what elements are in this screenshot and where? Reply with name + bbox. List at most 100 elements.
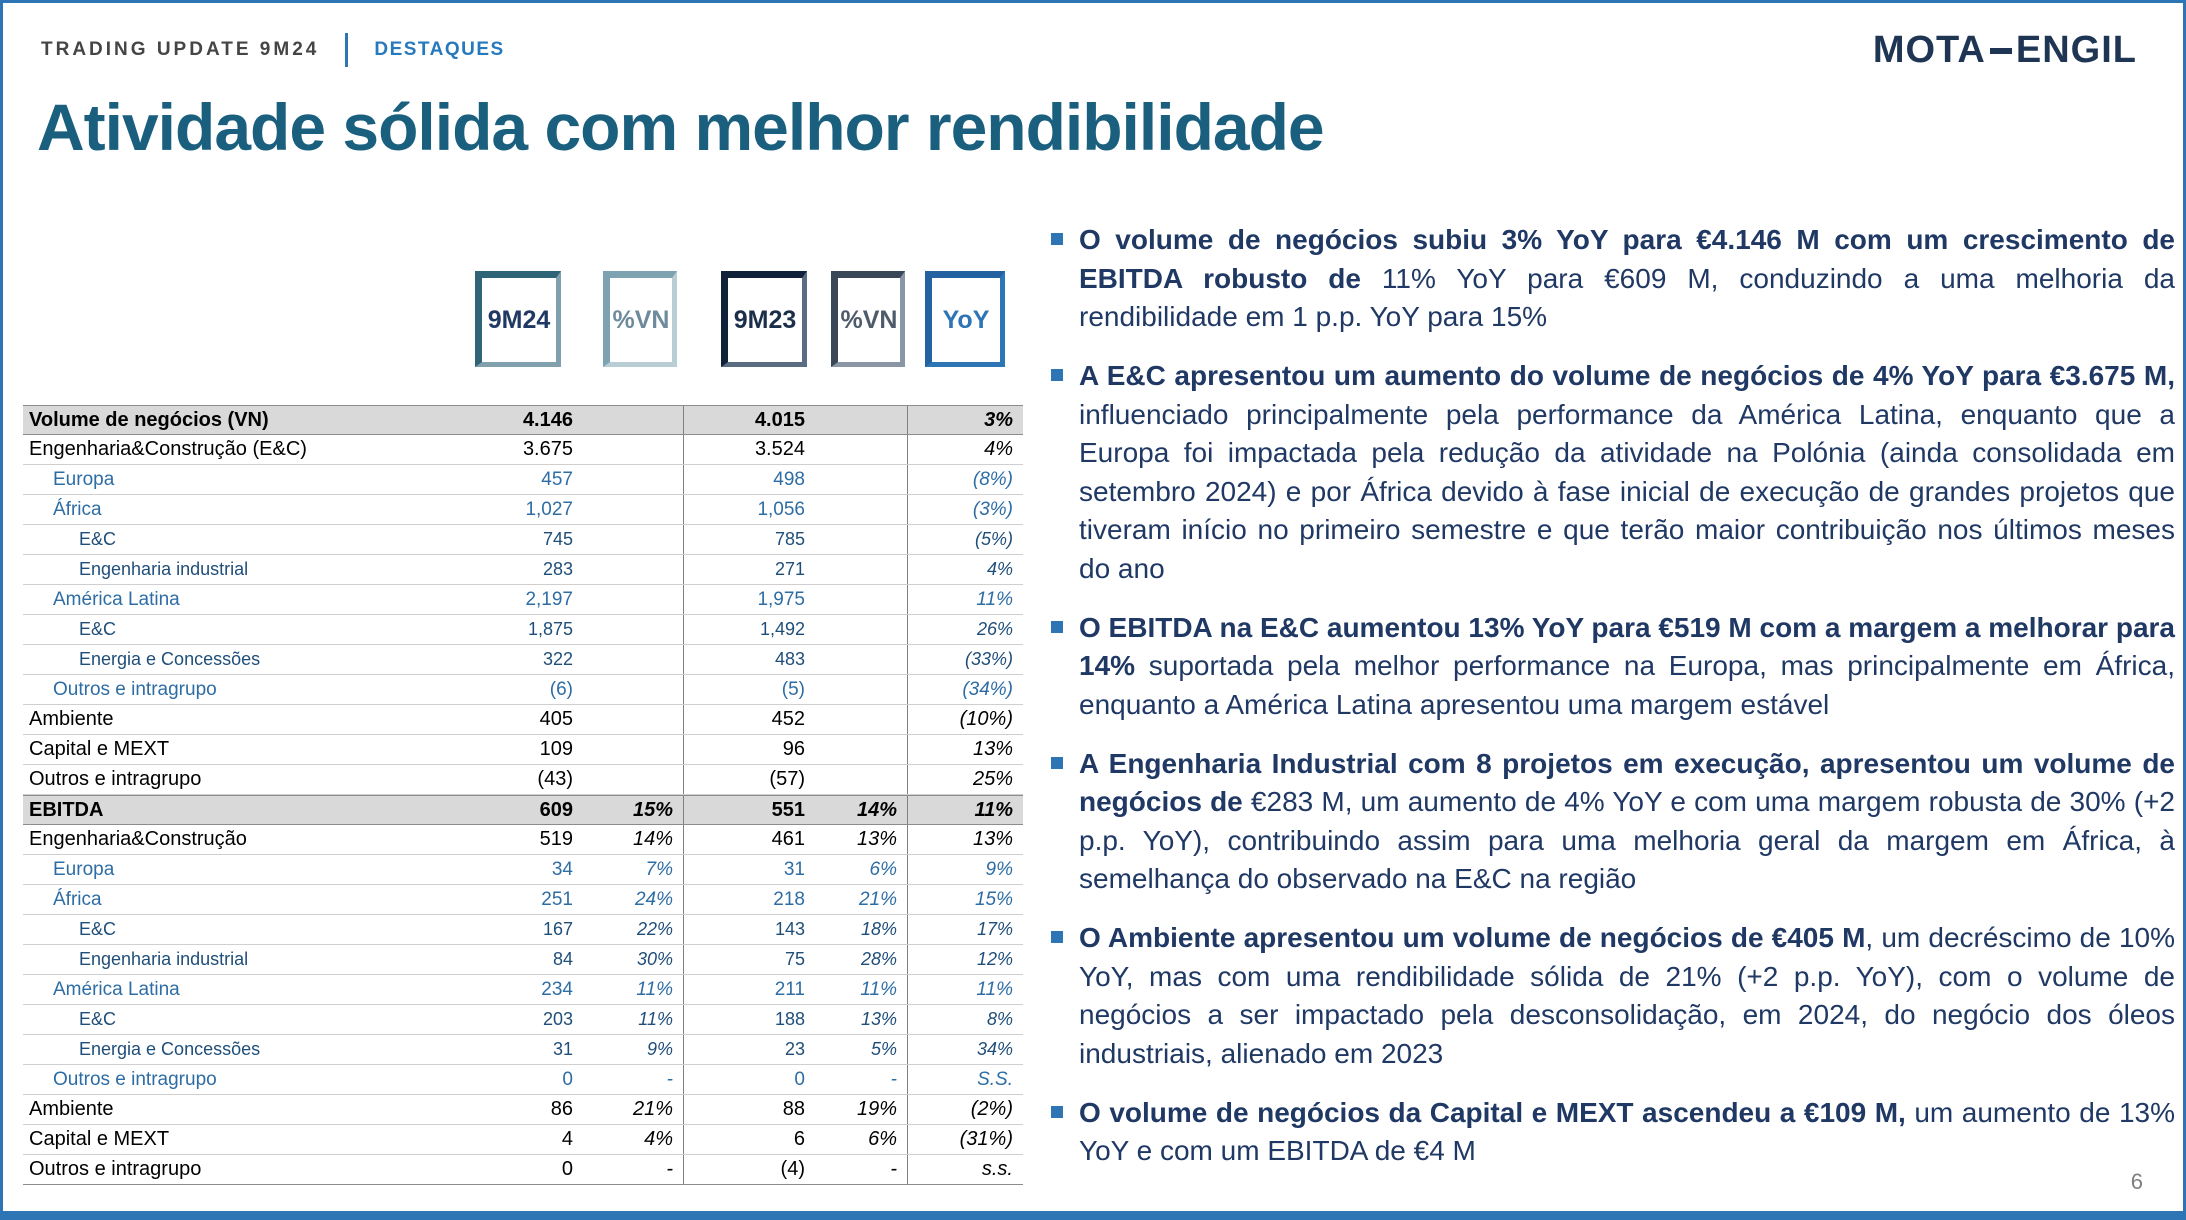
bullet-text-bold: A E&C apresentou um aumento do volume de… — [1079, 359, 2175, 391]
cell-label: África — [53, 888, 102, 910]
cell-label: Ambiente — [29, 1098, 114, 1120]
cell-p23: 6% — [868, 1128, 897, 1150]
table-row: Engenharia industrial 283 271 4% — [23, 555, 1023, 585]
cell-p23 — [815, 765, 907, 794]
cell-yoy: 4% — [907, 555, 1023, 584]
bullet-text: O EBITDA na E&C aumentou 13% YoY para €5… — [1079, 609, 2175, 725]
bullet-square-icon — [1051, 233, 1063, 245]
bullet-item: O EBITDA na E&C aumentou 13% YoY para €5… — [1051, 609, 2175, 725]
bullet-square-icon — [1051, 756, 1063, 769]
cell-yoy: 12% — [907, 945, 1023, 974]
table-row: América Latina 2,197 1,975 11% — [23, 585, 1023, 615]
bullet-square-icon — [1051, 931, 1063, 943]
cell-v23: 218 — [683, 885, 815, 914]
cell-label: América Latina — [53, 588, 180, 610]
cell-yoy: 3% — [907, 406, 1023, 434]
bullet-text: A Engenharia Industrial com 8 projetos e… — [1079, 745, 2175, 900]
bullet-square-icon — [1051, 620, 1063, 633]
cell-v23: 452 — [683, 705, 815, 734]
cell-p24: - — [666, 1068, 673, 1090]
cell-p23: - — [890, 1158, 897, 1180]
cell-v23: 483 — [683, 645, 815, 674]
cell-p24: 14% — [632, 828, 673, 850]
cell-v23: (57) — [683, 765, 815, 794]
cell-p24 — [583, 465, 683, 494]
cell-yoy: 17% — [907, 915, 1023, 944]
cell-label: Energia e Concessões — [79, 1039, 261, 1059]
cell-yoy: 34% — [907, 1035, 1023, 1064]
cell-v23: 96 — [683, 735, 815, 764]
cell-label: África — [53, 498, 102, 520]
cell-p24 — [583, 495, 683, 524]
cell-p23 — [815, 735, 907, 764]
cell-v24: 0 — [561, 1158, 573, 1180]
cell-p24: 11% — [636, 978, 673, 1000]
cell-v24: 251 — [541, 888, 573, 910]
cell-label: Engenharia&Construção (E&C) — [29, 438, 307, 460]
cell-v23: 498 — [683, 465, 815, 494]
table-row: Outros e intragrupo 0- (4) - s.s. — [23, 1155, 1023, 1185]
cell-p24: 9% — [646, 1039, 673, 1059]
table-row: Ambiente 86 21% 88 19% (2%) — [23, 1095, 1023, 1125]
bullet-square-icon — [1051, 1105, 1063, 1118]
cell-yoy: (10%) — [907, 705, 1023, 734]
page-title: Atividade sólida com melhor rendibilidad… — [37, 90, 1325, 164]
table-row: Engenharia industrial 84 30% 75 28% 12% — [23, 945, 1023, 975]
cell-yoy: (31%) — [907, 1125, 1023, 1154]
cell-v23: (5) — [683, 675, 815, 704]
header-divider — [345, 33, 349, 67]
cell-label: Engenharia industrial — [79, 949, 249, 969]
cell-p24: 21% — [632, 1098, 673, 1120]
cell-v23: 75 — [683, 945, 815, 974]
cell-v24: 34 — [551, 858, 573, 880]
cell-yoy: (5%) — [907, 525, 1023, 554]
table-row: Outros e intragrupo 0-0- S.S. — [23, 1065, 1023, 1095]
cell-yoy: (3%) — [907, 495, 1023, 524]
cell-p23 — [815, 465, 907, 494]
cell-v24: 3.675 — [522, 438, 573, 460]
cell-label: Engenharia industrial — [79, 559, 249, 579]
cell-p24 — [583, 645, 683, 674]
cell-v24: 167 — [542, 919, 573, 939]
cell-p24: 11% — [638, 1009, 673, 1029]
column-box-9m24: 9M24 — [475, 271, 561, 367]
bullet-text: O Ambiente apresentou um volume de negóc… — [1079, 919, 2175, 1074]
cell-label: Capital e MEXT — [29, 1128, 170, 1150]
cell-p23: 5% — [870, 1039, 897, 1059]
cell-label: Volume de negócios (VN) — [29, 408, 269, 431]
cell-p23: 18% — [860, 919, 897, 939]
cell-p23 — [815, 435, 907, 464]
cell-v24: 519 — [539, 828, 573, 850]
cell-v23: 785 — [683, 525, 815, 554]
cell-yoy: 13% — [907, 735, 1023, 764]
cell-p24 — [583, 735, 683, 764]
cell-p24 — [583, 406, 683, 434]
table-row: E&C 1,875 1,492 26% — [23, 615, 1023, 645]
cell-p24: 22% — [636, 919, 673, 939]
cell-v23: 0 — [683, 1065, 815, 1094]
bullet-text-bold: O volume de negócios subiu 3% YoY para €… — [1079, 224, 2175, 294]
bullet-text: O volume de negócios subiu 3% YoY para €… — [1079, 221, 2175, 337]
bullet-item: O volume de negócios da Capital e MEXT a… — [1051, 1094, 2175, 1171]
table-row: Outros e intragrupo (6) (5) (34%) — [23, 675, 1023, 705]
column-box-pvn-2: %VN — [831, 271, 905, 367]
mota-engil-logo: MOTA ENGIL — [1873, 29, 2137, 72]
cell-yoy: 15% — [907, 885, 1023, 914]
table-row: E&C 167 22% 143 18% 17% — [23, 915, 1023, 945]
cell-v24: 0 — [562, 1068, 573, 1090]
bullet-text-bold: O Ambiente apresentou um volume de negóc… — [1079, 922, 1866, 953]
cell-label: Engenharia&Construção — [29, 828, 247, 850]
table-row: Energia e Concessões 31 9% 23 5% 34% — [23, 1035, 1023, 1065]
cell-v24: 84 — [552, 949, 573, 969]
cell-p24 — [583, 705, 683, 734]
cell-v23: 88 — [683, 1095, 815, 1124]
cell-p24 — [583, 615, 683, 644]
bullet-square-icon — [1051, 368, 1063, 381]
cell-v23: 271 — [683, 555, 815, 584]
section-tab-destaques[interactable]: DESTAQUES — [374, 39, 505, 60]
cell-label: Ambiente — [29, 708, 114, 730]
cell-v24: 2,197 — [525, 588, 573, 610]
cell-yoy: S.S. — [907, 1065, 1023, 1094]
bullet-text-regular: um aumento de 13% YoY e com um EBITDA de… — [1079, 1096, 2176, 1167]
